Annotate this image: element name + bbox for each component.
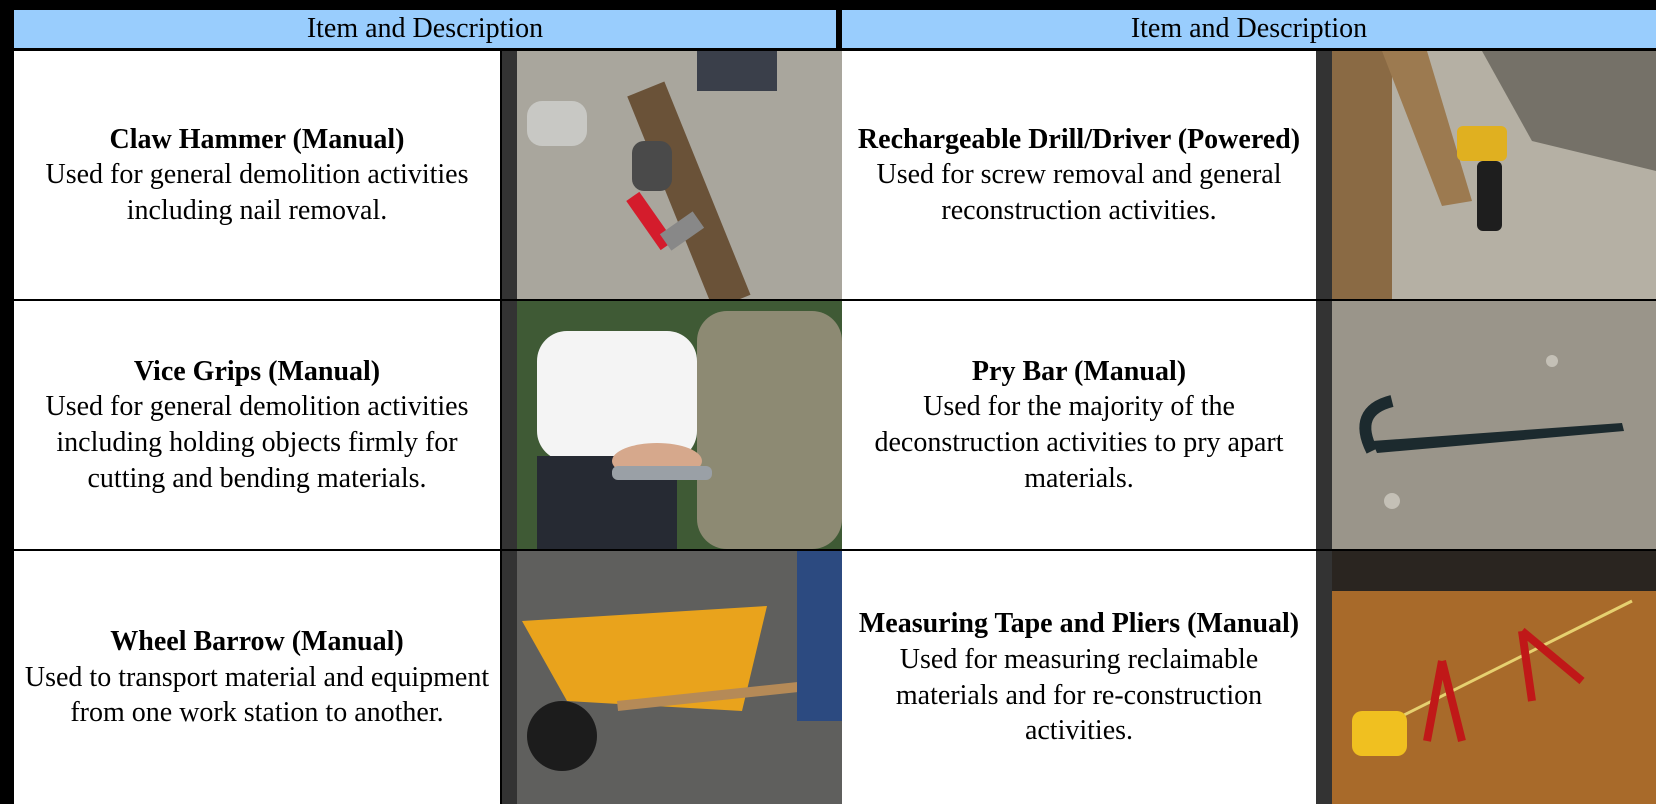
photo-edge [502, 301, 517, 549]
item-description: Used to transport material and equipment… [24, 661, 490, 729]
item-title: Wheel Barrow (Manual) [110, 626, 404, 658]
photo-tape-pliers [1332, 551, 1656, 804]
item-title: Measuring Tape and Pliers (Manual) [858, 608, 1300, 640]
item-cell: Claw Hammer (Manual) Used for general de… [14, 51, 500, 299]
photo-edge [1316, 51, 1332, 299]
item-title: Pry Bar (Manual) [971, 355, 1187, 387]
item-description: Used for general demolition activities i… [45, 391, 469, 494]
item-description: Used for screw removal and general recon… [876, 159, 1282, 226]
item-description: Used for the majority of the deconstruct… [874, 391, 1284, 494]
header-cell: Item and Description [14, 10, 836, 48]
photo-wheelbarrow [517, 551, 842, 804]
item-title: Claw Hammer (Manual) [109, 123, 405, 155]
header-cell: Item and Description [842, 10, 1656, 48]
photo-drill [1332, 51, 1656, 299]
item-cell: Rechargeable Drill/Driver (Powered) Used… [842, 51, 1316, 299]
item-title: Rechargeable Drill/Driver (Powered) [857, 123, 1301, 155]
item-title: Vice Grips (Manual) [133, 355, 381, 387]
photo-vice-grips [517, 301, 842, 549]
item-description: Used for measuring reclaimable materials… [895, 643, 1263, 747]
photo-edge [1316, 301, 1332, 549]
photo-edge [502, 51, 517, 299]
photo-hammer [517, 51, 842, 299]
photo-pry-bar [1332, 301, 1656, 549]
item-cell: Measuring Tape and Pliers (Manual) Used … [842, 551, 1316, 804]
item-cell: Vice Grips (Manual) Used for general dem… [14, 301, 500, 549]
item-cell: Wheel Barrow (Manual) Used to transport … [14, 551, 500, 804]
item-cell: Pry Bar (Manual) Used for the majority o… [842, 301, 1316, 549]
item-description: Used for general demolition activities i… [45, 159, 469, 226]
photo-edge [1316, 551, 1332, 804]
photo-edge [502, 551, 517, 804]
